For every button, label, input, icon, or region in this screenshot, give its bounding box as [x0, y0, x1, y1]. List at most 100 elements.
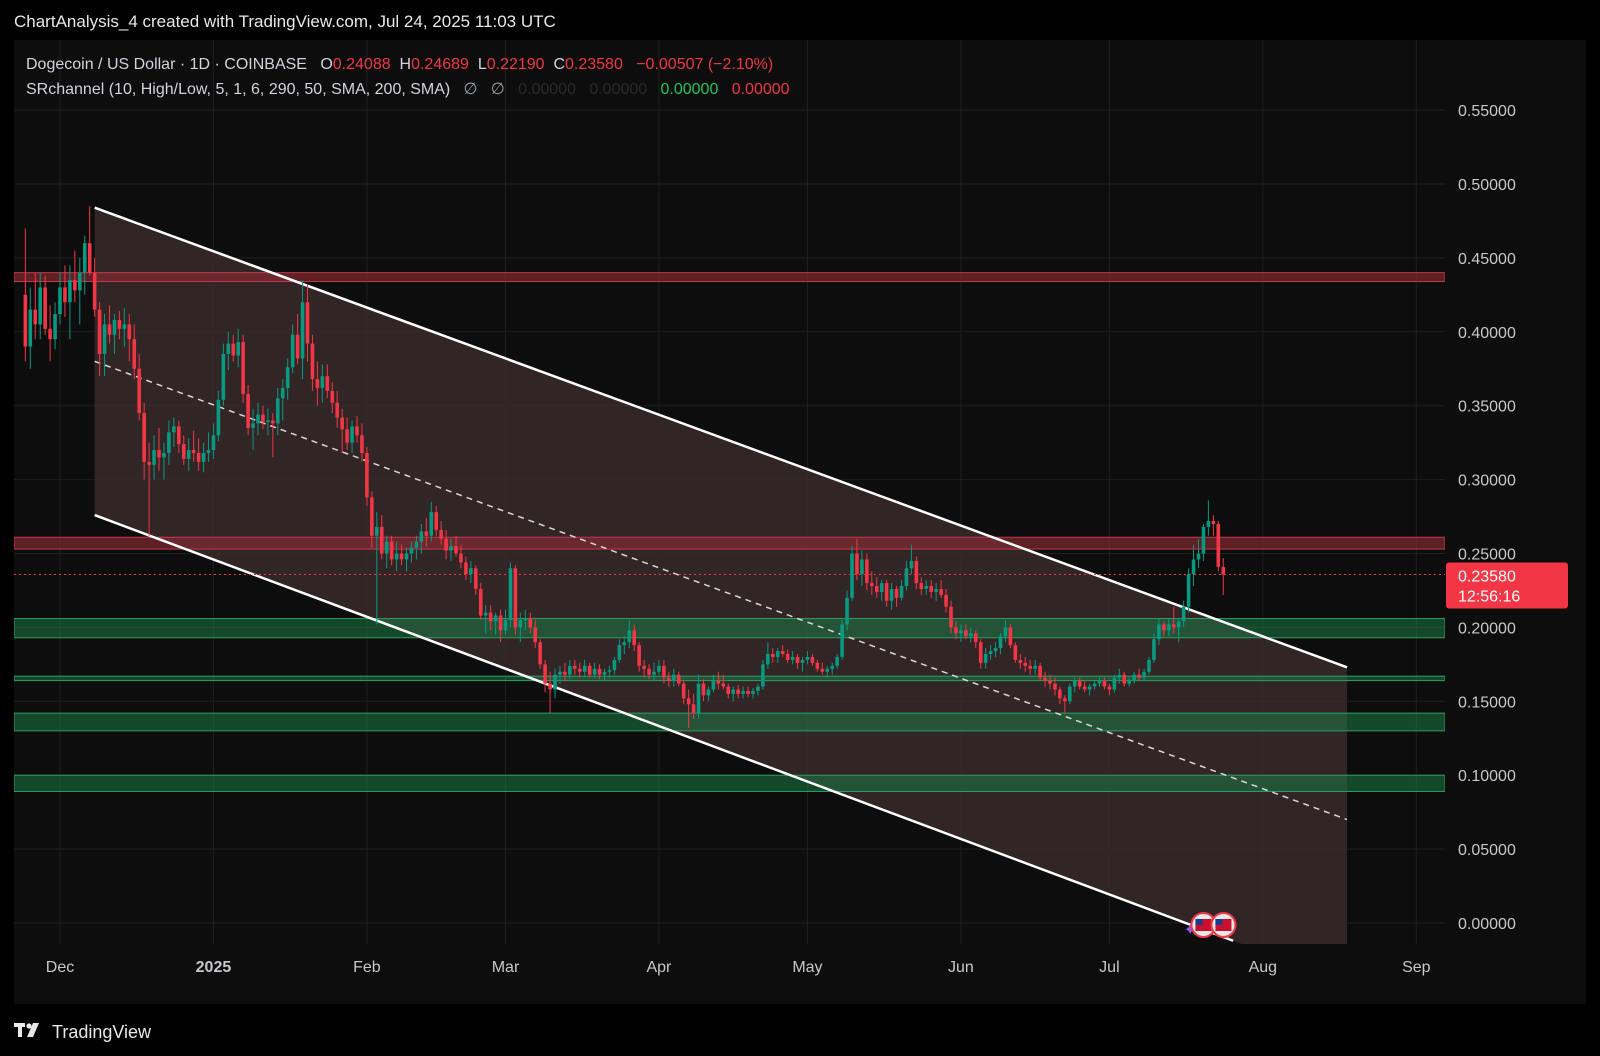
candle-body [632, 630, 636, 646]
candle-body [137, 368, 141, 414]
channel-upper-line [94, 206, 1348, 669]
candle-up [934, 583, 938, 601]
candle-up [612, 656, 617, 675]
candle-down [330, 382, 335, 414]
candle-body [949, 606, 953, 628]
tradingview-logo-icon[interactable] [14, 1022, 44, 1043]
candle-up [1167, 618, 1171, 637]
tradingview-brand[interactable]: TradingView [52, 1021, 152, 1042]
candle-up [350, 420, 354, 453]
candle-up [657, 659, 661, 675]
candle-up [1127, 677, 1131, 687]
candle-up [1097, 677, 1102, 687]
candle-body [652, 671, 656, 675]
candle-body [865, 559, 869, 584]
candle-down [701, 679, 706, 702]
candle-body [394, 553, 399, 560]
candle-down [964, 624, 968, 640]
candle-up [1003, 620, 1008, 643]
candle-down [454, 535, 458, 557]
candle-body [449, 546, 453, 551]
candle-down [647, 664, 651, 680]
candle-down [246, 385, 250, 436]
candle-up [414, 535, 419, 560]
candle-down [642, 659, 646, 678]
candle-down [63, 265, 67, 318]
candle-body [280, 387, 285, 399]
candle-down [548, 671, 552, 714]
symbol-legend-row[interactable]: Dogecoin / US Dollar · 1D · COINBASE O0.… [26, 52, 790, 77]
candle-body [978, 642, 983, 663]
candle-down [573, 659, 577, 675]
candle-body [508, 568, 513, 621]
candle-down [1216, 520, 1221, 572]
us-flag-canton [1195, 919, 1203, 925]
candle-down [434, 506, 438, 536]
candle-body [558, 671, 562, 675]
candle-body [771, 654, 775, 657]
candle-body [28, 309, 33, 347]
candle-up [1181, 600, 1186, 628]
candle-body [1206, 520, 1211, 527]
candle-body [216, 399, 221, 436]
candle-down [939, 580, 943, 598]
candle-body [186, 450, 191, 459]
candle-body [1038, 665, 1042, 678]
null-icon: ∅ [490, 81, 505, 98]
candle-body [464, 562, 468, 575]
candle-down [914, 556, 919, 589]
candle-down [884, 580, 889, 607]
candle-body [622, 642, 627, 646]
candle-up [756, 683, 760, 696]
candle-body [350, 426, 354, 443]
candle-body [672, 674, 676, 681]
candle-down [399, 544, 404, 566]
indicator-legend-row[interactable]: SRchannel (10, High/Low, 5, 1, 6, 290, 5… [26, 77, 790, 102]
candle-body [251, 423, 255, 428]
candle-body [221, 353, 226, 400]
candle-down [117, 311, 122, 340]
candle-body [845, 597, 849, 625]
candle-body [1147, 659, 1151, 672]
candle-body [860, 559, 864, 575]
candle-body [454, 546, 458, 554]
candle-body [335, 402, 339, 418]
candle-up [568, 659, 572, 680]
candle-body [300, 302, 305, 359]
candle-down [944, 588, 948, 613]
candle-up [1033, 659, 1037, 675]
candle-up [617, 639, 622, 663]
candle-body [681, 683, 686, 699]
candle-up [899, 580, 904, 601]
candle-down [810, 654, 815, 666]
candle-body [379, 526, 384, 554]
candle-body [775, 651, 780, 657]
candle-body [746, 690, 750, 694]
candle-body [934, 588, 938, 592]
support-zone [14, 774, 1445, 792]
candle-body [587, 665, 592, 675]
candle-body [647, 668, 651, 675]
candle-up [1186, 568, 1191, 613]
candle-up [706, 686, 711, 702]
candle-body [58, 287, 62, 315]
candle-body [1008, 627, 1013, 646]
candle-body [543, 664, 547, 684]
candle-body [191, 450, 196, 453]
candle-body [68, 280, 72, 303]
candle-up [28, 287, 33, 369]
symbol-description: Dogecoin / US Dollar · 1D · COINBASE [26, 56, 307, 73]
candle-body [1072, 680, 1077, 687]
candle-up [404, 547, 409, 572]
candle-body [751, 690, 755, 694]
candle-up [523, 609, 528, 631]
candle-body [815, 662, 820, 669]
candle-body [969, 633, 973, 637]
candle-body [48, 328, 52, 340]
candle-body [1211, 520, 1216, 524]
null-icon: ∅ [463, 81, 478, 98]
indicator-value-1: 0.00000 [518, 81, 576, 98]
candle-body [568, 665, 572, 675]
candle-body [696, 683, 701, 714]
